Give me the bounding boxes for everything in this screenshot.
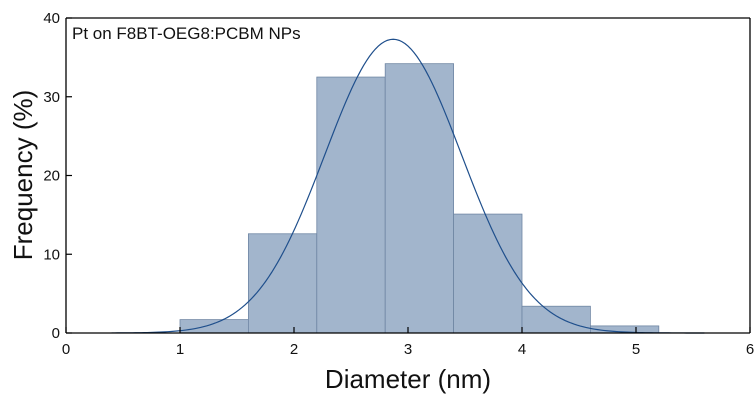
x-tick-label: 3 — [404, 341, 412, 358]
x-tick-label: 5 — [632, 341, 640, 358]
y-tick-label: 20 — [43, 168, 60, 185]
chart-annotation: Pt on F8BT-OEG8:PCBM NPs — [72, 24, 301, 43]
y-tick-label: 0 — [52, 325, 60, 342]
x-ticks-group: 0 1 2 3 4 5 6 — [62, 327, 754, 358]
histogram-bar — [316, 76, 386, 334]
x-axis-title: Diameter (nm) — [325, 364, 491, 394]
histogram-bar — [179, 319, 249, 334]
x-tick-label: 2 — [290, 341, 298, 358]
x-tick-label: 6 — [746, 341, 754, 358]
gaussian-fit-curve — [111, 38, 705, 334]
histogram-bar — [453, 213, 523, 334]
x-tick-label: 0 — [62, 341, 70, 358]
histogram-bar — [247, 233, 318, 334]
x-tick-label: 1 — [176, 341, 184, 358]
y-tick-label: 40 — [43, 10, 60, 27]
y-tick-label: 30 — [43, 89, 60, 106]
histogram-bar — [384, 63, 455, 334]
y-tick-label: 10 — [43, 246, 60, 263]
histogram-bar — [521, 305, 591, 334]
y-axis-title: Frequency (%) — [8, 90, 38, 261]
y-ticks-group: 0 10 20 30 40 — [43, 10, 72, 342]
bars-group — [179, 63, 660, 334]
x-tick-label: 4 — [518, 341, 526, 358]
